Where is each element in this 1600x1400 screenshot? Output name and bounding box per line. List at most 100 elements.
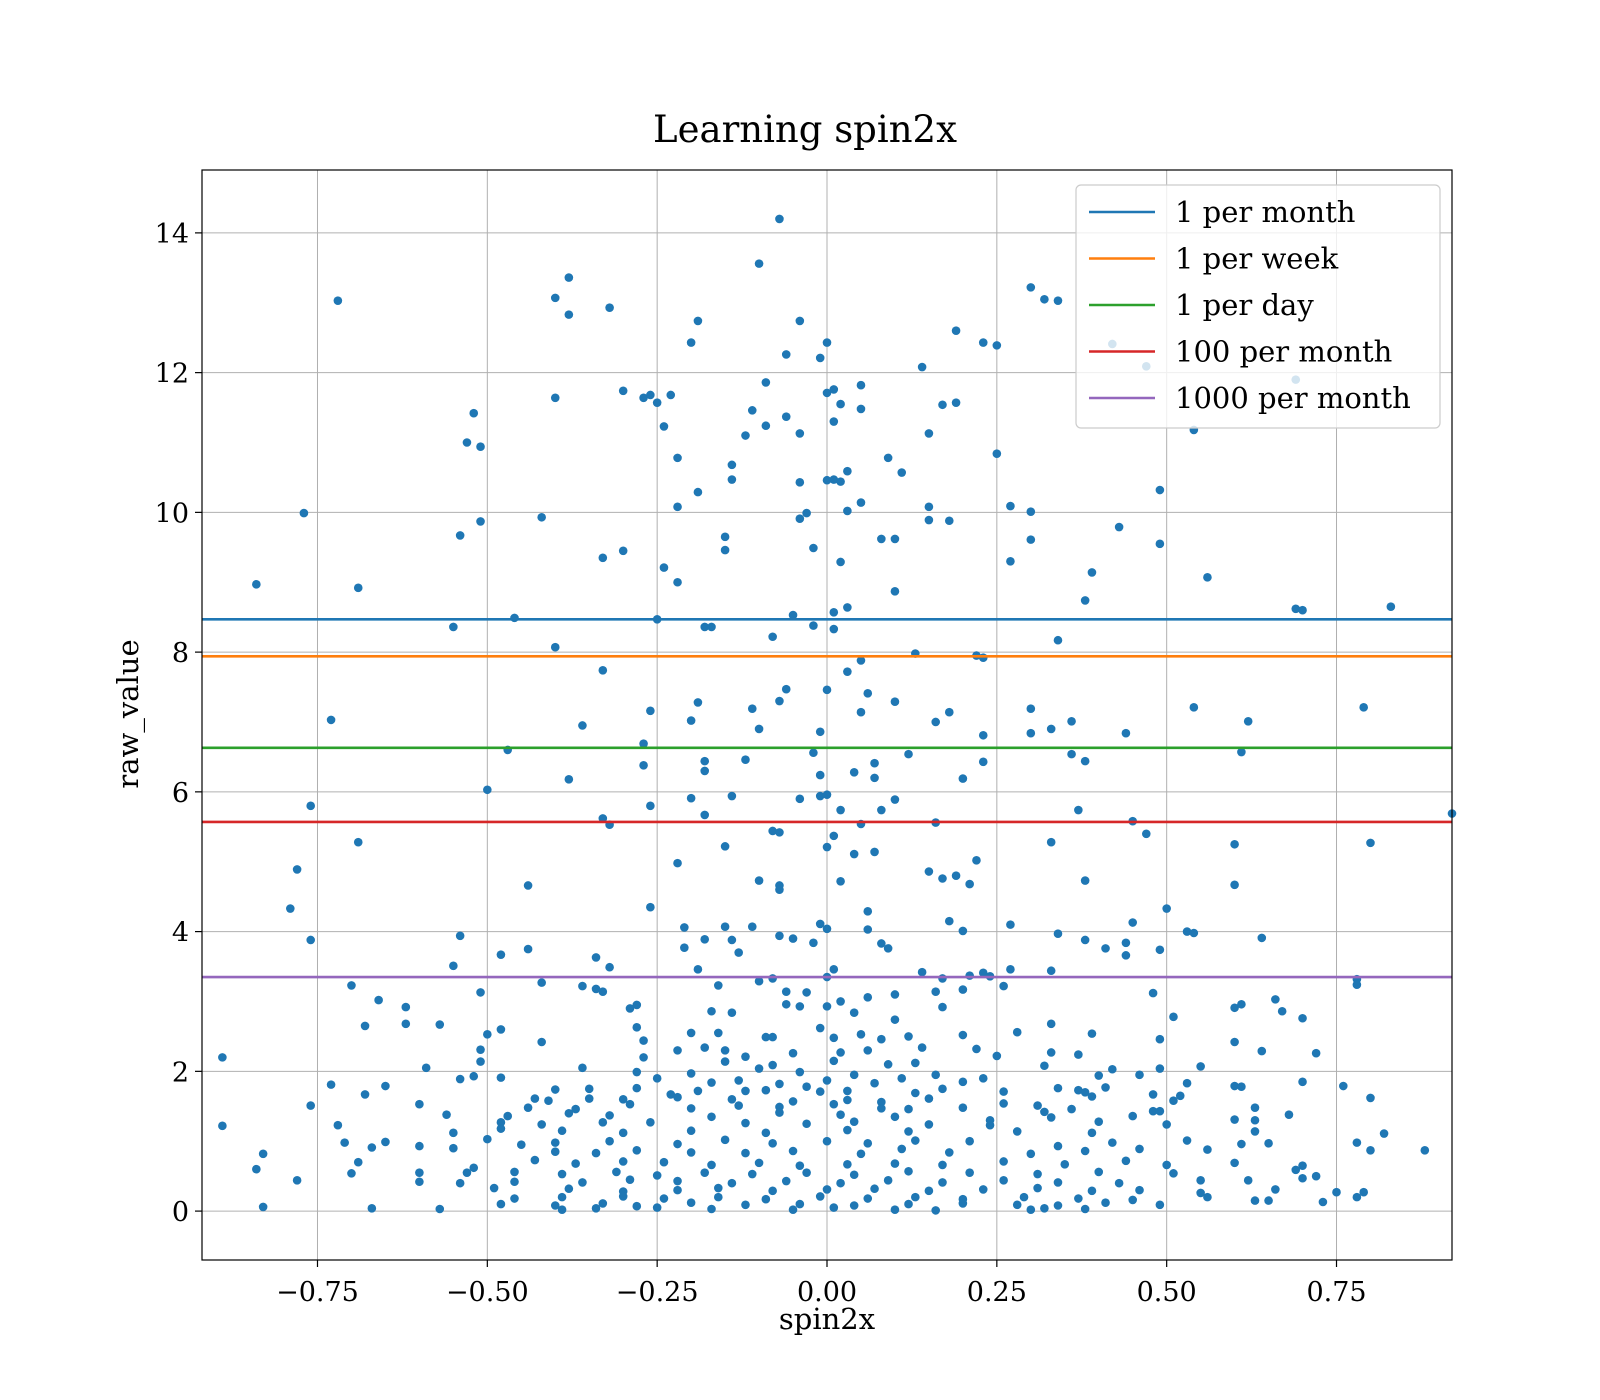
scatter-point bbox=[1250, 1103, 1260, 1112]
scatter-point bbox=[768, 1139, 777, 1148]
scatter-point bbox=[598, 987, 608, 996]
scatter-point bbox=[734, 948, 743, 957]
scatter-point bbox=[1026, 507, 1036, 516]
scatter-point bbox=[978, 1185, 988, 1194]
scatter-point bbox=[1203, 573, 1212, 582]
scatter-point bbox=[1101, 1198, 1110, 1208]
scatter-point bbox=[1257, 933, 1267, 943]
scatter-point bbox=[802, 1082, 811, 1092]
scatter-point bbox=[1155, 1106, 1165, 1116]
scatter-point bbox=[476, 1045, 485, 1054]
scatter-point bbox=[924, 867, 934, 876]
scatter-point bbox=[788, 610, 798, 620]
scatter-point bbox=[917, 1043, 927, 1052]
scatter-point bbox=[958, 1077, 968, 1087]
scatter-point bbox=[1094, 1167, 1104, 1177]
scatter-point bbox=[299, 508, 309, 518]
scatter-point bbox=[598, 665, 608, 675]
scatter-point bbox=[258, 1149, 268, 1159]
scatter-point bbox=[632, 1067, 642, 1077]
scatter-point bbox=[1203, 1145, 1212, 1154]
scatter-point bbox=[781, 999, 791, 1009]
scatter-point bbox=[822, 388, 832, 398]
scatter-point bbox=[978, 338, 988, 347]
scatter-point bbox=[1311, 1171, 1321, 1181]
scatter-point bbox=[897, 1144, 907, 1154]
scatter-point bbox=[775, 885, 784, 894]
scatter-point bbox=[659, 1157, 669, 1167]
scatter-point bbox=[1318, 1197, 1328, 1207]
scatter-point bbox=[1121, 1156, 1131, 1166]
scatter-point bbox=[781, 684, 791, 694]
y-tick-label: 12 bbox=[155, 359, 189, 390]
scatter-point bbox=[714, 1028, 723, 1038]
scatter-point bbox=[836, 805, 845, 815]
scatter-point bbox=[1026, 1149, 1036, 1159]
scatter-point bbox=[1271, 995, 1280, 1004]
scatter-point bbox=[890, 697, 900, 707]
scatter-point bbox=[571, 1104, 580, 1114]
scatter-point bbox=[1250, 1127, 1260, 1136]
scatter-point bbox=[584, 1084, 594, 1094]
y-tick-label: 0 bbox=[172, 1197, 189, 1228]
scatter-point bbox=[1026, 535, 1036, 544]
scatter-point bbox=[883, 453, 893, 463]
scatter-point bbox=[775, 828, 784, 837]
scatter-point bbox=[768, 1186, 777, 1196]
scatter-point bbox=[258, 1202, 268, 1212]
scatter-point bbox=[557, 1192, 567, 1202]
scatter-point bbox=[1352, 1192, 1362, 1202]
scatter-point bbox=[992, 1051, 1002, 1061]
scatter-point bbox=[673, 1185, 682, 1195]
scatter-point bbox=[686, 1104, 696, 1113]
scatter-point bbox=[1012, 1027, 1022, 1037]
scatter-point bbox=[795, 1199, 805, 1209]
scatter-point bbox=[727, 1008, 737, 1017]
scatter-point bbox=[829, 385, 839, 394]
scatter-point bbox=[550, 1201, 560, 1210]
scatter-point bbox=[1196, 1188, 1205, 1198]
scatter-point bbox=[741, 1148, 750, 1158]
scatter-point bbox=[1121, 951, 1131, 960]
scatter-point bbox=[904, 1032, 913, 1041]
scatter-point bbox=[1352, 980, 1362, 990]
scatter-point bbox=[401, 1019, 411, 1029]
scatter-point bbox=[625, 1175, 635, 1184]
scatter-point bbox=[761, 1032, 771, 1042]
scatter-point bbox=[795, 316, 805, 326]
scatter-point bbox=[1135, 1185, 1144, 1195]
scatter-point bbox=[360, 1021, 370, 1031]
scatter-point bbox=[1040, 1203, 1049, 1213]
scatter-point bbox=[761, 1085, 771, 1095]
scatter-point bbox=[578, 981, 587, 991]
scatter-point bbox=[1311, 1048, 1321, 1058]
scatter-point bbox=[815, 353, 825, 363]
scatter-point bbox=[965, 1168, 974, 1177]
scatter-point bbox=[802, 1168, 811, 1177]
scatter-point bbox=[904, 749, 913, 759]
scatter-point bbox=[1108, 1064, 1117, 1074]
scatter-point bbox=[292, 865, 302, 874]
scatter-point bbox=[843, 466, 852, 476]
scatter-point bbox=[992, 449, 1002, 458]
scatter-point bbox=[958, 1199, 968, 1208]
scatter-point bbox=[815, 770, 825, 780]
scatter-point bbox=[1182, 1078, 1192, 1088]
scatter-point bbox=[1026, 704, 1036, 714]
y-tick-label: 2 bbox=[172, 1057, 189, 1088]
scatter-point bbox=[843, 506, 852, 516]
scatter-point bbox=[999, 1087, 1008, 1096]
scatter-point bbox=[931, 717, 940, 727]
scatter-point bbox=[462, 1168, 472, 1177]
scatter-point bbox=[652, 1171, 662, 1180]
scatter-point bbox=[571, 1159, 580, 1168]
scatter-point bbox=[890, 534, 900, 544]
scatter-point bbox=[421, 1063, 431, 1073]
scatter-point bbox=[836, 1178, 845, 1188]
scatter-point bbox=[978, 1074, 988, 1083]
scatter-point bbox=[1026, 1205, 1036, 1214]
scatter-point bbox=[1087, 1029, 1097, 1038]
scatter-point bbox=[469, 1163, 479, 1173]
x-tick-label: −0.25 bbox=[616, 1277, 699, 1308]
scatter-point bbox=[999, 981, 1008, 991]
